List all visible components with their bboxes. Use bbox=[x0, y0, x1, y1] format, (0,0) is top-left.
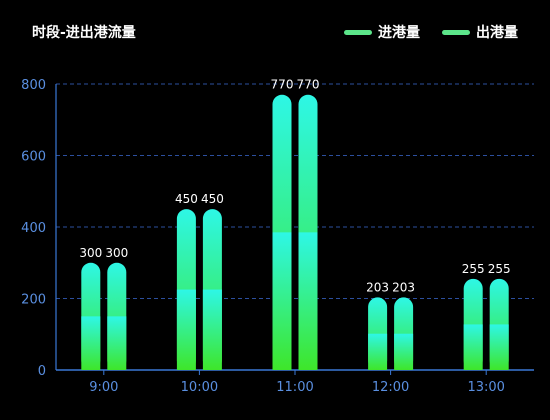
bar-base-series-1-11:00 bbox=[272, 232, 292, 370]
bar-base-series-2-9:00 bbox=[107, 316, 127, 370]
bar-base-series-2-13:00 bbox=[489, 324, 509, 370]
bar-base-series-2-11:00 bbox=[298, 232, 318, 370]
data-label: 770 bbox=[271, 78, 294, 92]
legend-item-series-2[interactable]: 出港量 bbox=[442, 22, 518, 42]
data-label: 450 bbox=[175, 192, 198, 206]
legend-swatch-series-1 bbox=[344, 29, 372, 35]
bar-base-series-2-10:00 bbox=[202, 289, 222, 370]
y-tick-label: 600 bbox=[21, 150, 46, 165]
data-label: 203 bbox=[392, 280, 415, 294]
data-label: 300 bbox=[79, 246, 102, 260]
bar-base-series-1-13:00 bbox=[463, 324, 483, 370]
x-tick-label: 10:00 bbox=[181, 380, 218, 395]
data-label: 203 bbox=[366, 280, 389, 294]
legend: 进港量 出港量 bbox=[344, 22, 518, 42]
data-label: 255 bbox=[462, 262, 485, 276]
bar-base-series-2-12:00 bbox=[394, 333, 414, 370]
x-tick-label: 11:00 bbox=[276, 380, 313, 395]
data-label: 770 bbox=[297, 78, 320, 92]
x-tick-label: 9:00 bbox=[89, 380, 118, 395]
data-label: 450 bbox=[201, 192, 224, 206]
y-tick-label: 0 bbox=[38, 364, 46, 379]
legend-label-series-1: 进港量 bbox=[378, 25, 420, 41]
legend-item-series-1[interactable]: 进港量 bbox=[344, 22, 420, 42]
y-tick-label: 800 bbox=[21, 78, 46, 93]
legend-label-series-2: 出港量 bbox=[476, 25, 518, 41]
bar-base-series-1-12:00 bbox=[368, 333, 388, 370]
x-tick-label: 13:00 bbox=[467, 380, 504, 395]
data-label: 300 bbox=[105, 246, 128, 260]
y-tick-label: 400 bbox=[21, 221, 46, 236]
data-label: 255 bbox=[488, 262, 511, 276]
bar-base-series-1-9:00 bbox=[81, 316, 101, 370]
bar-base-series-1-10:00 bbox=[176, 289, 196, 370]
y-tick-label: 200 bbox=[21, 293, 46, 308]
chart-title: 时段-进出港流量 bbox=[32, 25, 136, 41]
legend-swatch-series-2 bbox=[442, 29, 470, 35]
x-tick-label: 12:00 bbox=[372, 380, 409, 395]
